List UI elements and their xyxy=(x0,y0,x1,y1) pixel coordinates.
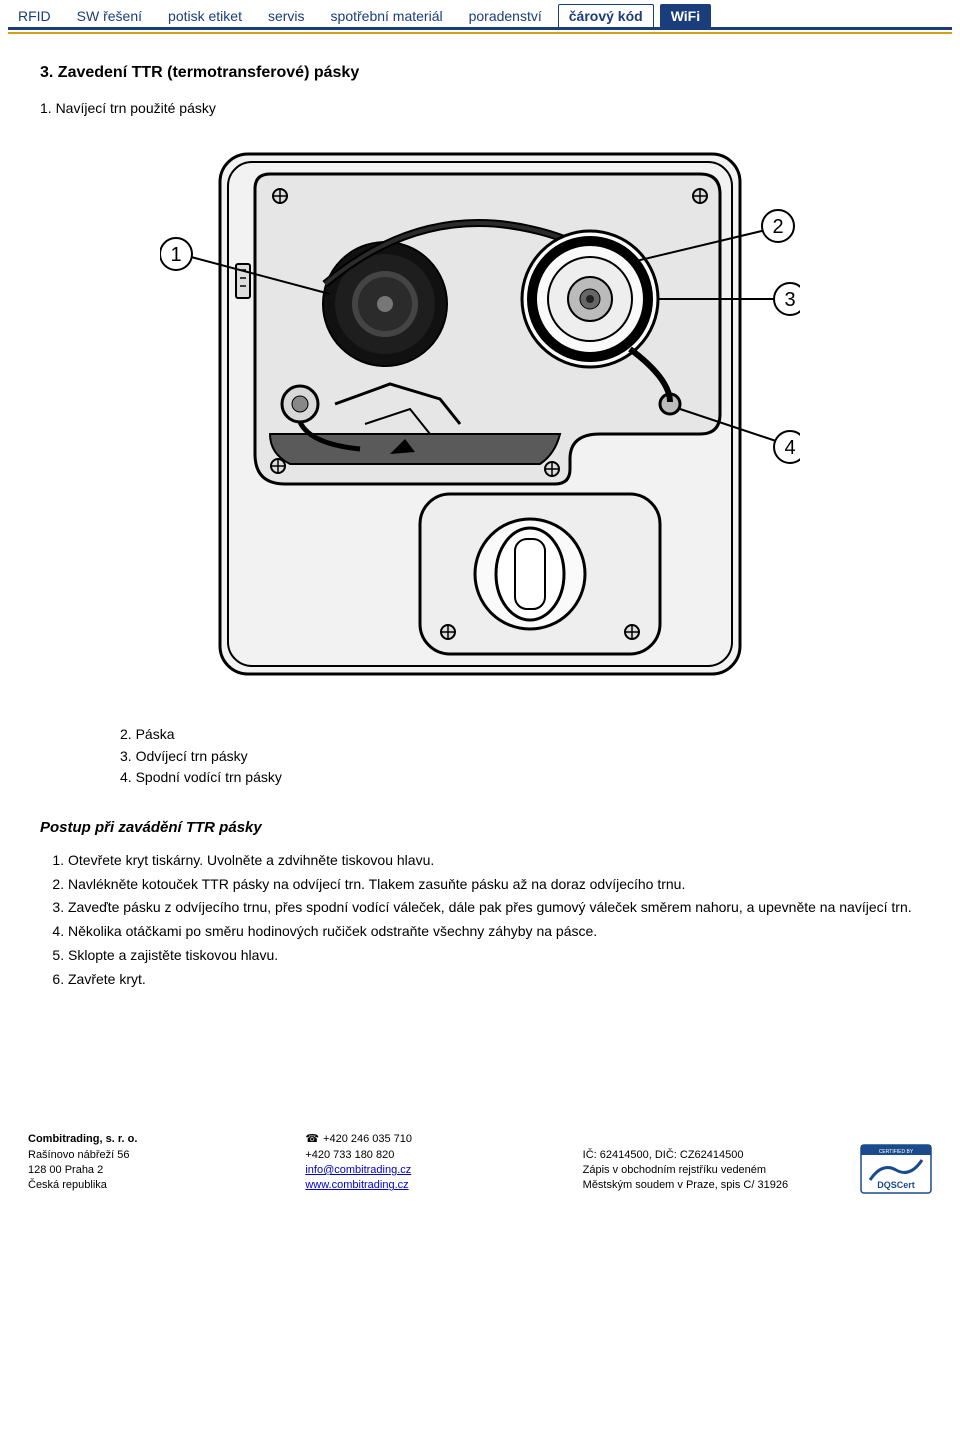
cert-badge-icon: CERTIFIED BY DQSCert xyxy=(860,1144,932,1194)
footer-ic: IČ: 62414500, DIČ: CZ62414500 xyxy=(583,1148,860,1163)
footer-line: Česká republika xyxy=(28,1178,305,1193)
nav-tab-sw[interactable]: SW řešení xyxy=(67,5,152,27)
nav-tab-poradenstvi[interactable]: poradenství xyxy=(459,5,552,27)
nav-tab-material[interactable]: spotřební materiál xyxy=(321,5,453,27)
svg-text:DQSCert: DQSCert xyxy=(877,1180,915,1190)
nav-tab-carovykod[interactable]: čárový kód xyxy=(558,4,654,27)
legend-item-3: 3. Odvíjecí trn pásky xyxy=(120,746,920,768)
footer-address: Combitrading, s. r. o. Rašínovo nábřeží … xyxy=(28,1132,305,1194)
legend-item-2: 2. Páska xyxy=(120,724,920,746)
footer-phone2: +420 733 180 820 xyxy=(305,1148,582,1163)
svg-text:CERTIFIED BY: CERTIFIED BY xyxy=(879,1149,914,1155)
nav-tab-servis[interactable]: servis xyxy=(258,5,315,27)
callout-4: 4 xyxy=(784,437,795,459)
company-name: Combitrading, s. r. o. xyxy=(28,1133,137,1145)
legend-item-4: 4. Spodní vodící trn pásky xyxy=(120,767,920,789)
subsection-title: Postup při zavádění TTR pásky xyxy=(40,819,920,836)
page-content: 3. Zavedení TTR (termotransferové) pásky… xyxy=(0,34,960,1012)
callout-2: 2 xyxy=(772,216,783,238)
step-item: Otevřete kryt tiskárny. Uvolněte a zdvih… xyxy=(68,850,920,872)
footer-web-link[interactable]: www.combitrading.cz xyxy=(305,1179,408,1191)
step-item: Několika otáčkami po směru hodinových ru… xyxy=(68,921,920,943)
footer-email-link[interactable]: info@combitrading.cz xyxy=(305,1164,411,1176)
step-item: Sklopte a zajistěte tiskovou hlavu. xyxy=(68,945,920,967)
footer-phone1: +420 246 035 710 xyxy=(323,1133,412,1145)
section-title: 3. Zavedení TTR (termotransferové) pásky xyxy=(40,64,920,82)
steps-list: Otevřete kryt tiskárny. Uvolněte a zdvih… xyxy=(40,850,920,990)
footer-contact: ☎ +420 246 035 710 +420 733 180 820 info@… xyxy=(305,1132,582,1194)
footer-line: Rašínovo nábřeží 56 xyxy=(28,1148,305,1163)
nav-tab-wifi[interactable]: WiFi xyxy=(660,4,711,27)
legend-list: 2. Páska 3. Odvíjecí trn pásky 4. Spodní… xyxy=(120,724,920,789)
nav-tab-potisk[interactable]: potisk etiket xyxy=(158,5,252,27)
footer-registry1: Zápis v obchodním rejstříku vedeném xyxy=(583,1163,860,1178)
step-item: Zavřete kryt. xyxy=(68,969,920,991)
nav-underline xyxy=(8,27,952,30)
step-item: Zaveďte pásku z odvíjecího trnu, přes sp… xyxy=(68,897,920,919)
footer-legal: IČ: 62414500, DIČ: CZ62414500 Zápis v ob… xyxy=(583,1148,860,1194)
printer-diagram: 1 2 3 4 xyxy=(160,134,800,694)
footer-line: 128 00 Praha 2 xyxy=(28,1163,305,1178)
page-footer: Combitrading, s. r. o. Rašínovo nábřeží … xyxy=(0,1012,960,1212)
callout-1: 1 xyxy=(170,244,181,266)
callout-3: 3 xyxy=(784,289,795,311)
phone-icon: ☎ xyxy=(305,1133,319,1145)
nav-tab-rfid[interactable]: RFID xyxy=(8,5,61,27)
nav-bar: RFID SW řešení potisk etiket servis spot… xyxy=(0,0,960,27)
footer-registry2: Městským soudem v Praze, spis C/ 31926 xyxy=(583,1178,860,1193)
step-item: Navlékněte kotouček TTR pásky na odvíjec… xyxy=(68,874,920,896)
diagram-container: 1 2 3 4 xyxy=(40,134,920,694)
step-1-label: 1. Navíjecí trn použité pásky xyxy=(40,100,920,116)
